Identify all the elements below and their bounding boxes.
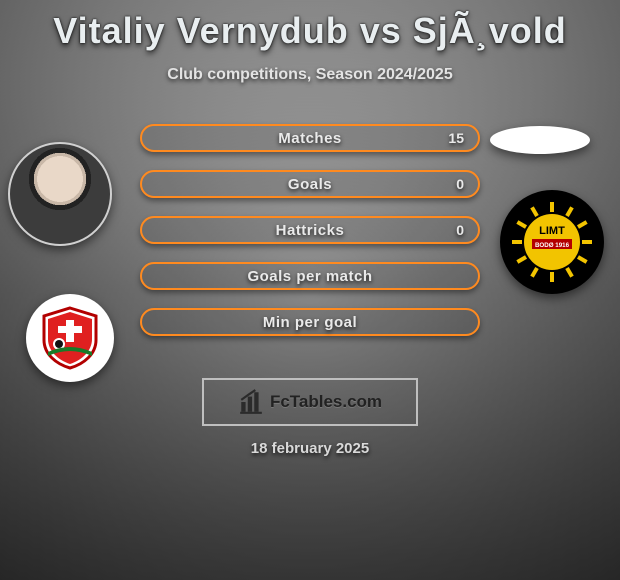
club-right-text: BODØ 1916	[535, 242, 570, 249]
stat-label: Goals	[288, 176, 332, 193]
stat-label: Min per goal	[263, 314, 357, 331]
stat-pill-hattricks: Hattricks 0	[140, 216, 480, 244]
shield-icon	[36, 304, 104, 372]
stat-pill-mpg: Min per goal	[140, 308, 480, 336]
date-text: 18 february 2025	[251, 440, 369, 457]
bar-chart-icon	[238, 389, 264, 415]
stat-pill-gpm: Goals per match	[140, 262, 480, 290]
player-left-avatar	[8, 142, 112, 246]
stat-right-value: 0	[456, 176, 464, 192]
stat-label: Matches	[278, 130, 342, 147]
watermark: FcTables.com	[202, 378, 418, 426]
stat-right-value: 0	[456, 222, 464, 238]
player-right-avatar	[490, 126, 590, 154]
stat-right-value: 15	[448, 130, 464, 146]
stat-pill-matches: Matches 15	[140, 124, 480, 152]
watermark-text: FcTables.com	[270, 392, 382, 412]
page-title: Vitaliy Vernydub vs SjÃ¸vold	[0, 0, 620, 52]
page-subtitle: Club competitions, Season 2024/2025	[0, 66, 620, 84]
club-left-badge	[26, 294, 114, 382]
stat-pill-list: Matches 15 Goals 0 Hattricks 0 Goals per…	[140, 124, 480, 336]
club-right-badge: BODØ 1916 LIMT	[500, 190, 604, 294]
svg-text:LIMT: LIMT	[539, 225, 565, 237]
sun-badge-icon: BODØ 1916 LIMT	[510, 200, 594, 284]
stat-label: Goals per match	[247, 268, 372, 285]
stat-label: Hattricks	[276, 222, 345, 239]
stat-pill-goals: Goals 0	[140, 170, 480, 198]
